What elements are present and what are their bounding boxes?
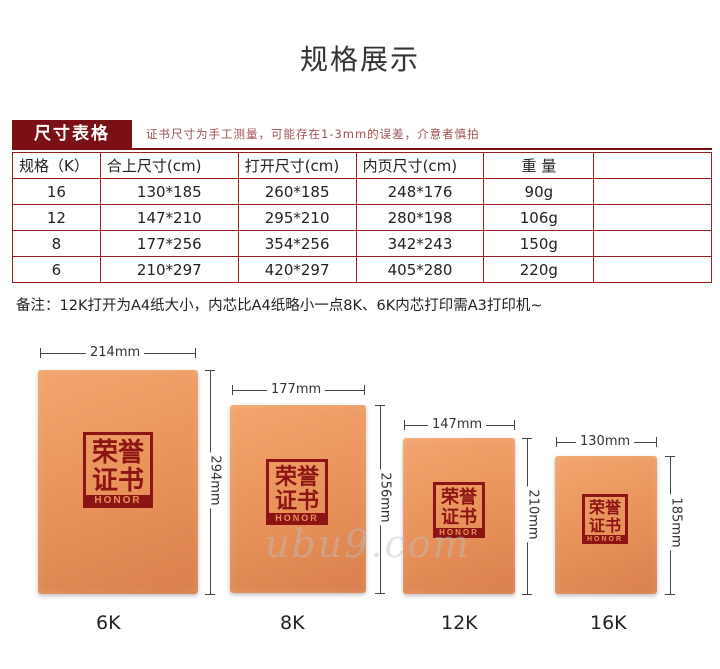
- watermark: ubu9.com: [265, 522, 471, 566]
- table-cell: 177*256: [99, 230, 239, 257]
- seal-line-1: 荣誉: [441, 487, 477, 508]
- table-cell: 8: [12, 230, 101, 257]
- section-note: 证书尺寸为手工测量，可能存在1-3mm的误差，介意者慎拍: [146, 127, 480, 141]
- table-cell: 405*280: [355, 256, 485, 283]
- table-row: 12 147*210 295*210 280*198 106g: [12, 204, 712, 231]
- seal-honor-text: HONOR: [436, 528, 482, 538]
- size-label: 12K: [441, 612, 478, 634]
- table-cell: 150g: [483, 230, 595, 257]
- dimension-tick: [205, 594, 215, 595]
- certificate-cover: 荣誉 证书 HONOR: [403, 438, 515, 594]
- size-label: 16K: [590, 612, 627, 634]
- height-label: 294mm: [207, 452, 223, 509]
- column-header: 规格（K）: [12, 152, 101, 179]
- dimension-tick: [514, 420, 515, 430]
- certificate-cover: 荣誉 证书 HONOR: [38, 370, 198, 594]
- dimension-tick: [375, 405, 385, 406]
- honor-seal: 荣誉 证书 HONOR: [266, 459, 328, 525]
- column-header: 内页尺寸(cm): [355, 152, 485, 179]
- seal-honor-text: HONOR: [269, 513, 325, 524]
- width-label: 130mm: [576, 434, 635, 449]
- dimension-tick: [375, 593, 385, 594]
- table-row: 6 210*297 420*297 405*280 220g: [12, 256, 712, 283]
- table-row: 16 130*185 260*185 248*176 90g: [12, 178, 712, 205]
- seal-line-2: 证书: [441, 507, 477, 528]
- table-cell: 106g: [483, 204, 595, 231]
- table-cell: 147*210: [99, 204, 239, 231]
- dimension-tick: [665, 594, 675, 595]
- table-cell: 16: [12, 178, 101, 205]
- dimension-tick: [205, 370, 215, 371]
- table-cell: 248*176: [355, 178, 485, 205]
- dimension-tick: [232, 385, 233, 395]
- table-row: 8 177*256 354*256 342*243 150g: [12, 230, 712, 257]
- width-label: 214mm: [86, 345, 145, 360]
- dimension-tick: [665, 456, 675, 457]
- table-cell: [593, 204, 712, 231]
- table-cell: 90g: [483, 178, 595, 205]
- table-cell: 354*256: [237, 230, 357, 257]
- dimension-tick: [195, 348, 196, 358]
- dimension-tick: [522, 438, 532, 439]
- table-cell: 260*185: [237, 178, 357, 205]
- table-cell: 342*243: [355, 230, 485, 257]
- seal-honor-text: HONOR: [86, 495, 150, 507]
- seal-line-2: 证书: [91, 466, 144, 496]
- table-cell: 420*297: [237, 256, 357, 283]
- width-label: 147mm: [428, 417, 487, 432]
- table-header-row: 规格（K） 合上尺寸(cm) 打开尺寸(cm) 内页尺寸(cm) 重 量: [12, 152, 712, 179]
- seal-line-1: 荣誉: [274, 464, 319, 490]
- size-label: 8K: [280, 612, 305, 634]
- section-tab: 尺寸表格: [12, 120, 132, 148]
- honor-seal: 荣誉 证书 HONOR: [433, 482, 485, 538]
- seal-line-2: 证书: [588, 516, 621, 535]
- table-cell: 280*198: [355, 204, 485, 231]
- seal-honor-text: HONOR: [585, 535, 625, 544]
- remark-note: 备注：12K打开为A4纸大小，内芯比A4纸略小一点8K、6K内芯打印需A3打印机…: [16, 298, 543, 314]
- height-label: 256mm: [377, 469, 393, 526]
- column-header: [593, 152, 712, 179]
- table-cell: 220g: [483, 256, 595, 283]
- table-cell: 12: [12, 204, 101, 231]
- table-cell: [593, 230, 712, 257]
- section-divider: [12, 148, 712, 150]
- spec-table: 规格（K） 合上尺寸(cm) 打开尺寸(cm) 内页尺寸(cm) 重 量 16 …: [12, 152, 712, 283]
- size-label: 6K: [96, 612, 121, 634]
- dimension-tick: [364, 385, 365, 395]
- seal-line-1: 荣誉: [588, 498, 621, 517]
- dimension-tick: [556, 437, 557, 447]
- page-title: 规格展示: [299, 43, 420, 76]
- dimension-tick: [40, 348, 41, 358]
- seal-line-2: 证书: [274, 488, 319, 514]
- column-header: 打开尺寸(cm): [237, 152, 357, 179]
- table-cell: [593, 256, 712, 283]
- column-header: 重 量: [483, 152, 595, 179]
- seal-line-1: 荣誉: [91, 438, 144, 468]
- column-header: 合上尺寸(cm): [99, 152, 239, 179]
- dimension-tick: [522, 594, 532, 595]
- table-cell: 295*210: [237, 204, 357, 231]
- dimension-tick: [656, 437, 657, 447]
- width-label: 177mm: [267, 382, 326, 397]
- table-cell: [593, 178, 712, 205]
- size-table-header: 尺寸表格 证书尺寸为手工测量，可能存在1-3mm的误差，介意者慎拍: [12, 120, 712, 150]
- dimension-tick: [404, 420, 405, 430]
- height-label: 185mm: [668, 494, 684, 551]
- table-cell: 6: [12, 256, 101, 283]
- certificate-cover: 荣誉 证书 HONOR: [555, 456, 657, 594]
- honor-seal: 荣誉 证书 HONOR: [83, 432, 153, 508]
- honor-seal: 荣誉 证书 HONOR: [582, 494, 628, 544]
- table-cell: 130*185: [99, 178, 239, 205]
- table-cell: 210*297: [99, 256, 239, 283]
- certificate-cover: 荣誉 证书 HONOR: [230, 405, 366, 593]
- height-label: 210mm: [525, 486, 541, 543]
